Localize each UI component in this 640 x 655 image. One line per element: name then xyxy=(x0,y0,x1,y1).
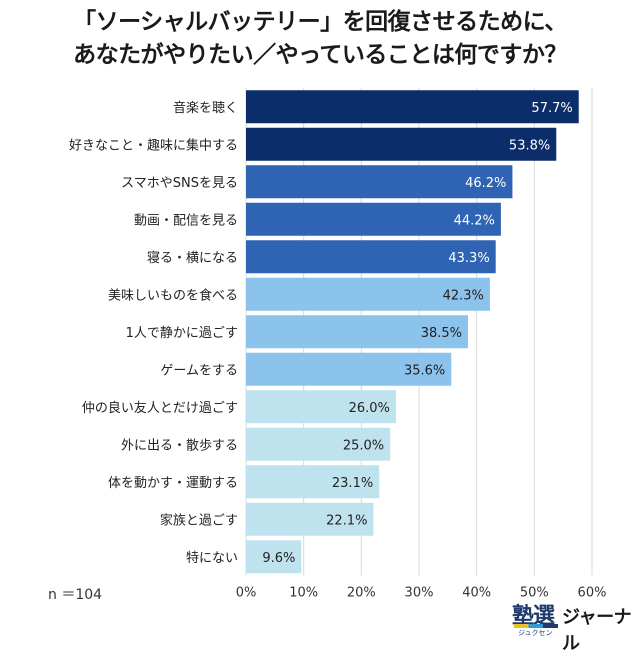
brand-logo: 塾選 ジュクセン ジャーナル xyxy=(512,598,632,654)
bars xyxy=(246,90,579,574)
value-label: 53.8% xyxy=(509,138,550,153)
bar-10 xyxy=(246,427,391,461)
value-label: 26.0% xyxy=(349,401,390,416)
bar-9 xyxy=(246,390,396,424)
chart-title: 「ソーシャルバッテリー」を回復させるために、 あなたがやりたい／やっていることは… xyxy=(0,6,640,72)
value-label: 23.1% xyxy=(332,476,373,491)
category-label: 外に出る・散歩する xyxy=(121,438,238,453)
category-label: 1人で静かに過ごす xyxy=(126,325,238,341)
value-label: 25.0% xyxy=(343,438,384,453)
x-tick-label: 60% xyxy=(578,586,607,601)
bar-13 xyxy=(246,540,302,574)
category-label: ゲームをする xyxy=(160,363,238,378)
bar-12 xyxy=(246,502,374,536)
bar-1 xyxy=(246,90,579,124)
logo-color-bar xyxy=(514,624,558,628)
category-label: 特にない xyxy=(186,551,238,566)
category-label: 寝る・横になる xyxy=(147,250,238,266)
x-tick-label: 20% xyxy=(347,586,376,601)
x-tick-labels: 0% 10% 20% 30% 40% 50% 60% xyxy=(236,586,607,601)
category-labels: 音楽を聴く好きなこと・趣味に集中するスマホやSNSを見る動画・配信を見る寝る・横… xyxy=(69,100,238,566)
value-label: 35.6% xyxy=(404,363,445,378)
x-tick-label: 40% xyxy=(462,586,491,601)
category-label: 家族と過ごす xyxy=(160,512,238,528)
value-label: 46.2% xyxy=(465,176,506,191)
bar-6 xyxy=(246,277,490,311)
value-label: 9.6% xyxy=(262,551,295,566)
bar-5 xyxy=(246,240,496,274)
category-label: スマホやSNSを見る xyxy=(121,176,238,191)
bar-8 xyxy=(246,352,452,386)
category-label: 美味しいものを食べる xyxy=(108,287,238,303)
bar-11 xyxy=(246,465,380,499)
value-labels: 57.7% 53.8% 46.2% 44.2% 43.3% 42.3% 38.5% 35.6%… xyxy=(262,101,572,566)
value-label: 42.3% xyxy=(443,288,484,303)
value-label: 44.2% xyxy=(454,213,495,228)
x-tick-label: 0% xyxy=(236,586,257,601)
category-label: 好きなこと・趣味に集中する xyxy=(69,137,238,153)
value-label: 38.5% xyxy=(421,326,462,341)
bar-chart: 音楽を聴く好きなこと・趣味に集中するスマホやSNSを見る動画・配信を見る寝る・横… xyxy=(69,88,607,601)
bar-3 xyxy=(246,165,513,199)
x-tick-label: 30% xyxy=(405,586,434,601)
x-tick-label: 50% xyxy=(520,586,549,601)
bar-7 xyxy=(246,315,469,349)
title-line-1: 「ソーシャルバッテリー」を回復させるために、 xyxy=(73,9,567,35)
bar-4 xyxy=(246,202,501,236)
title-line-2: あなたがやりたい／やっていることは何ですか？ xyxy=(73,42,567,68)
bar-2 xyxy=(246,127,557,161)
category-label: 動画・配信を見る xyxy=(134,213,238,228)
category-label: 仲の良い友人とだけ過ごす xyxy=(82,400,238,416)
category-label: 体を動かす・運動する xyxy=(108,476,238,491)
logo-reading: ジュクセン xyxy=(518,629,553,637)
sample-size-note: n ＝104 xyxy=(48,587,103,603)
value-label: 22.1% xyxy=(326,513,367,528)
category-label: 音楽を聴く xyxy=(173,100,238,116)
value-label: 43.3% xyxy=(448,251,489,266)
logo-text: ジャーナル xyxy=(562,607,632,654)
x-tick-label: 10% xyxy=(289,586,318,601)
value-label: 57.7% xyxy=(531,101,572,116)
